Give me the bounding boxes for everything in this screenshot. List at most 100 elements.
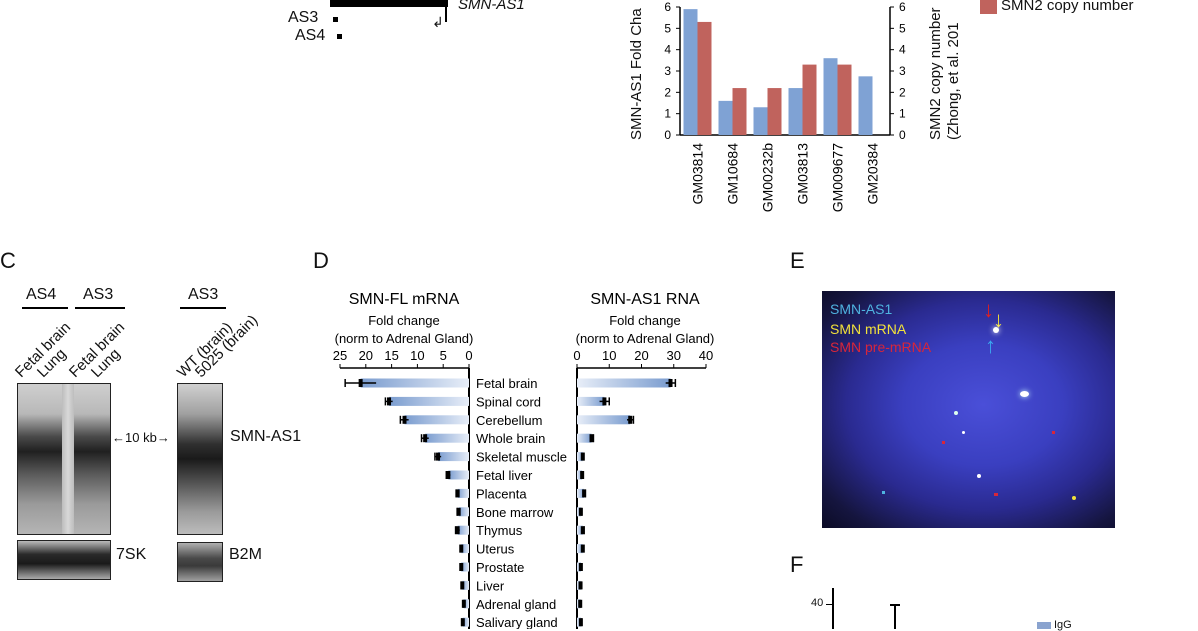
as4-label: AS4 (295, 27, 326, 44)
tss-arrow-stem (445, 0, 447, 22)
right-bar-end (578, 599, 583, 608)
fish-spot (1072, 496, 1076, 500)
right-bar (577, 433, 592, 443)
left-bar-end (460, 618, 465, 627)
control-blot-b2m (177, 542, 223, 582)
panel-f-legend-swatch (1037, 622, 1051, 629)
fish-legend-smn-mrna: SMN mRNA (830, 321, 907, 337)
northern-blot-1 (17, 383, 111, 535)
right-bar-end (580, 471, 585, 479)
left-chart-subtitle-2: (norm to Adrenal Gland) (335, 331, 474, 346)
left-bar (448, 470, 469, 480)
category-label: GM03813 (795, 143, 811, 205)
legend-copy-label: SMN2 copy number (1001, 0, 1134, 14)
left-tick-label: 0 (465, 348, 472, 363)
panel-d-letter: D (313, 248, 329, 273)
panel-a: ↲ SMN-AS1 AS3 AS4 (280, 0, 540, 50)
category-label: GM00232b (760, 143, 776, 212)
right-bar-end (578, 563, 583, 571)
7sk-label: 7SK (116, 546, 147, 563)
left-bar (458, 507, 469, 517)
left-tick-label: 5 (664, 21, 671, 35)
bar-fold-change (788, 88, 803, 135)
panel-f-legend-label: IgG (1054, 619, 1072, 631)
left-tick-label: 2 (664, 85, 671, 99)
right-tick-label: 30 (667, 348, 681, 363)
fish-spot (994, 493, 998, 496)
tissue-label: Bone marrow (476, 505, 554, 520)
left-arrow-icon: ← (112, 430, 125, 445)
fish-legend-smn-pre-mrna: SMN pre-mRNA (830, 339, 932, 355)
right-tick-label: 20 (634, 348, 648, 363)
left-bar (438, 452, 469, 462)
right-bar (577, 415, 631, 425)
left-bar (457, 488, 469, 498)
tissue-label: Fetal liver (476, 468, 533, 483)
panel-b-ylabel: SMN-AS1 Fold Cha (628, 8, 645, 140)
group-as4-label: AS4 (26, 286, 57, 303)
left-bar-end (461, 599, 466, 608)
right-tick-label: 10 (602, 348, 616, 363)
tissue-label: Placenta (476, 486, 527, 501)
right-bar-end (582, 489, 587, 498)
left-bar-end (459, 563, 464, 571)
tissue-label: Uterus (476, 542, 515, 557)
control-blot-7sk (17, 540, 111, 580)
panel-f-letter: F (790, 552, 804, 577)
group-as4-line (22, 307, 68, 309)
left-bar (360, 378, 469, 388)
smn-as1-locus-label: SMN-AS1 (458, 0, 525, 13)
left-bar-end (455, 526, 460, 535)
right-bar-end (668, 379, 673, 387)
right-tick-label: 40 (699, 348, 713, 363)
right-bar (577, 544, 583, 554)
group-as3b-line (180, 307, 226, 309)
bar-fold-change (823, 58, 838, 136)
left-bar-end (455, 489, 460, 498)
right-tick-label: 6 (899, 0, 906, 14)
right-bar-end (578, 507, 583, 516)
panel-d-chart: SMN-FL mRNA Fold change (norm to Adrenal G… (333, 291, 714, 629)
left-bar (425, 433, 469, 443)
category-label: GM20384 (865, 143, 881, 205)
panel-f-ytick-label: 40 (811, 597, 824, 609)
fish-spot (977, 474, 981, 478)
left-chart-subtitle-1: Fold change (368, 313, 440, 328)
left-bar-end (358, 379, 363, 387)
left-bar (462, 580, 469, 590)
left-tick-label: 15 (384, 348, 398, 363)
as3-label: AS3 (288, 9, 319, 26)
as3-probe (333, 17, 338, 22)
right-bar-end (628, 415, 633, 424)
category-label: GM10684 (725, 143, 741, 205)
right-bar-end (580, 452, 585, 461)
left-tick-label: 3 (664, 64, 671, 78)
yellow-arrow-icon: ↓ (993, 307, 1004, 332)
left-bar-end (459, 544, 464, 553)
panel-b-chart: 0 0 1 1 2 2 3 3 4 4 5 5 6 6 GM03814 GM10684 GM00232b GM03… (664, 0, 906, 212)
bar-fold-change (718, 100, 733, 135)
right-arrow-icon: → (156, 430, 170, 445)
left-bar (462, 617, 469, 627)
left-tick-label: 0 (664, 128, 671, 142)
left-bar (461, 562, 469, 572)
fish-spot (954, 411, 958, 415)
bar-copy-number (732, 88, 747, 135)
right-bar-end (580, 526, 585, 535)
tissue-label: Thymus (476, 523, 523, 538)
left-bar-end (387, 397, 392, 406)
panel-f-errorbar-cap (890, 604, 900, 606)
tissue-label: Skeletal muscle (476, 450, 567, 465)
right-tick-label: 0 (573, 348, 580, 363)
tissue-label: Adrenal gland (476, 597, 556, 612)
fish-spot (1020, 391, 1029, 397)
right-tick-label: 3 (899, 64, 906, 78)
group-as3-line (75, 307, 125, 309)
right-tick-label: 4 (899, 43, 906, 57)
tss-arrow-head-icon: ↲ (432, 14, 444, 30)
left-bar-end (402, 415, 407, 424)
tissue-label: Cerebellum (476, 413, 542, 428)
bar-fold-change (753, 107, 768, 135)
bar-fold-change (683, 9, 698, 136)
left-tick-label: 20 (359, 348, 373, 363)
